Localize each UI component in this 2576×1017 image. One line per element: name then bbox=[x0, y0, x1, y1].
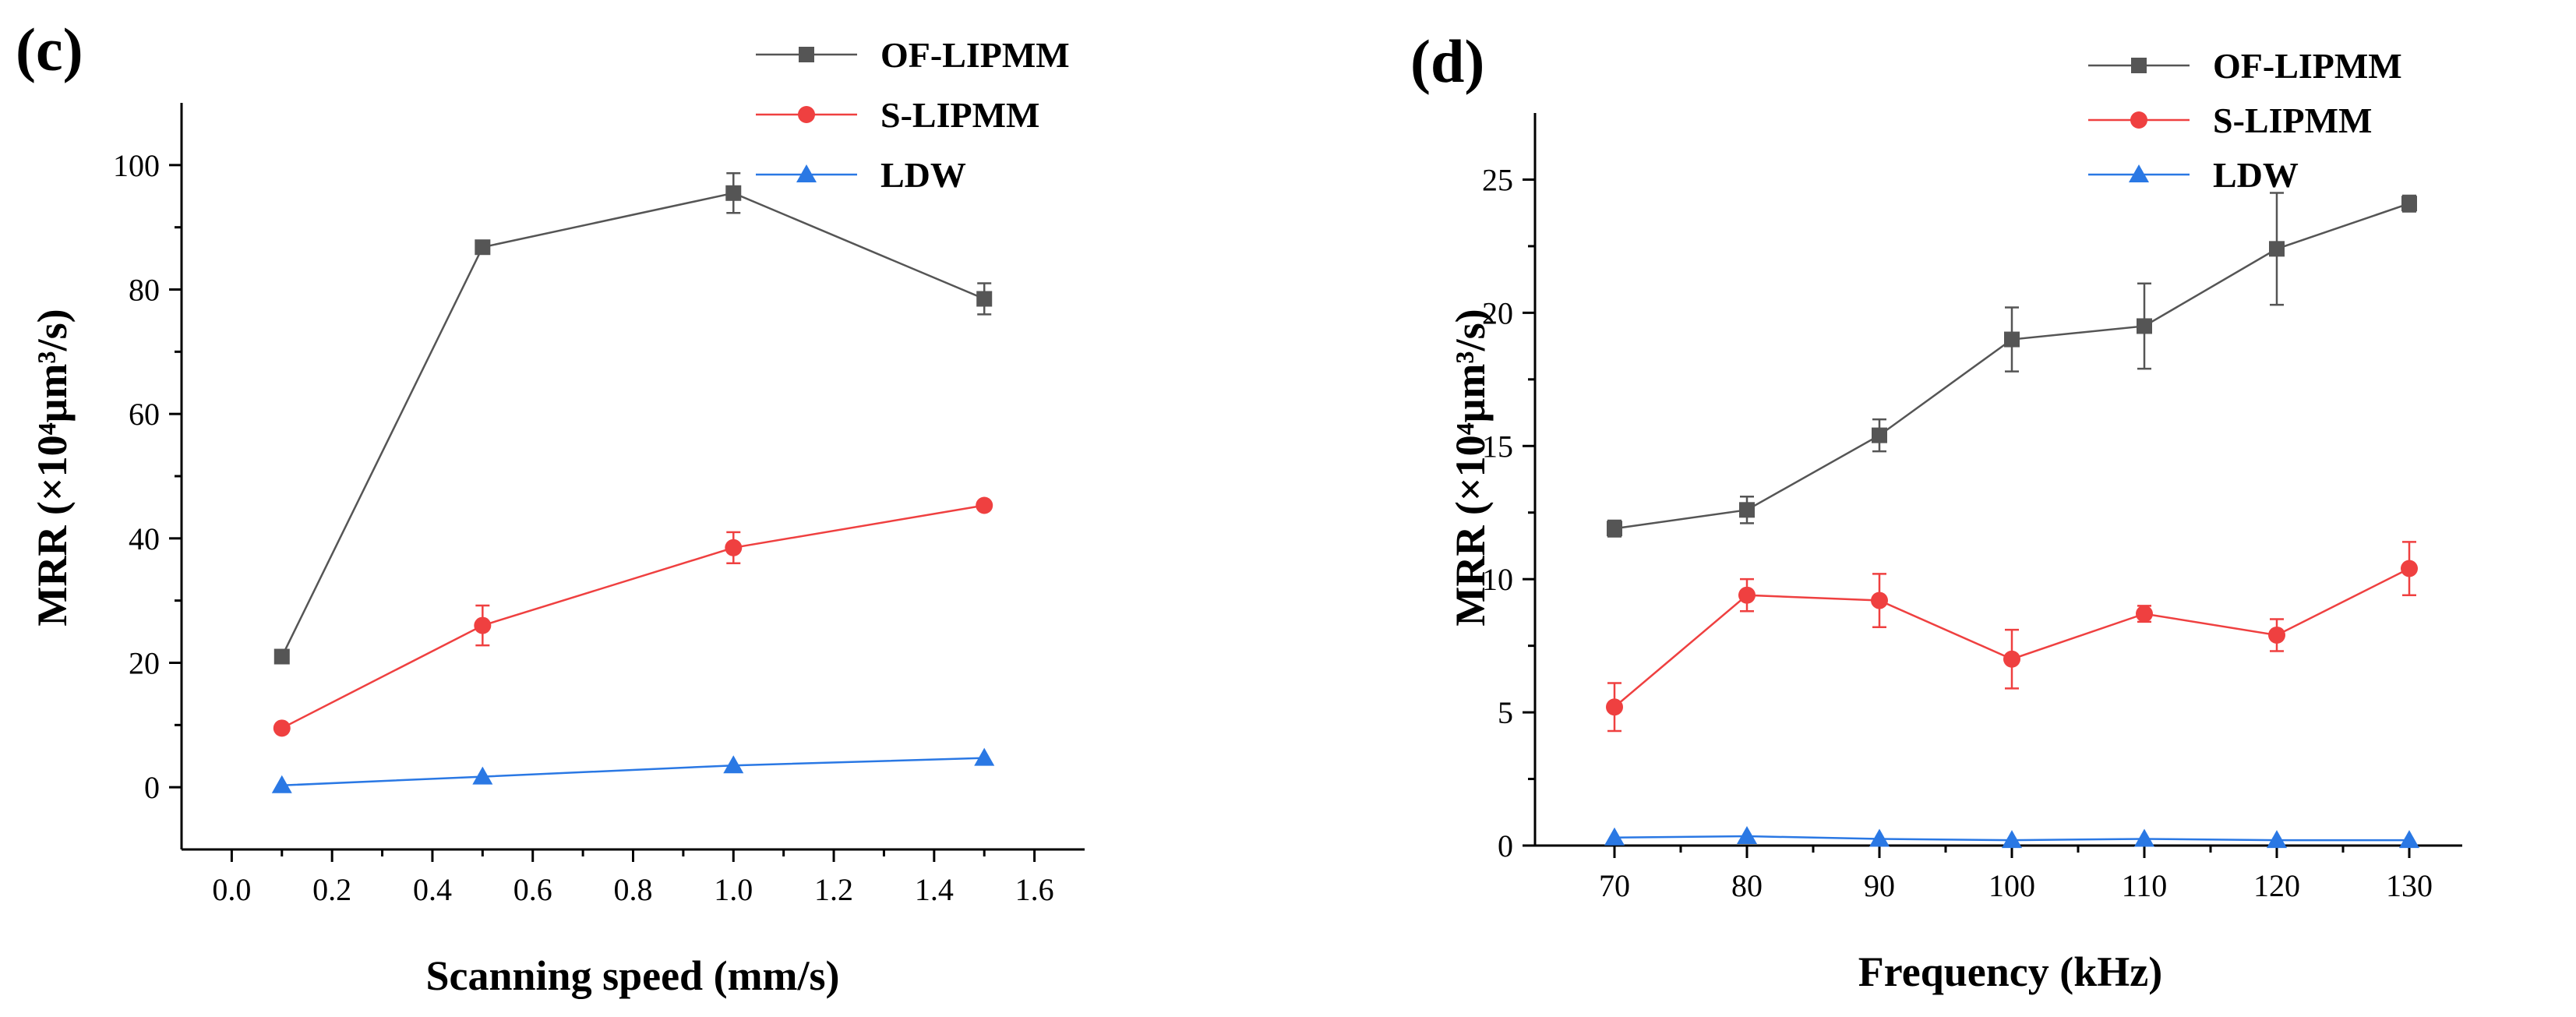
data-point bbox=[1871, 591, 1888, 609]
y-tick-label: 5 bbox=[1498, 695, 1513, 730]
legend-label: OF-LIPMM bbox=[2213, 46, 2402, 86]
y-tick-label: 0 bbox=[144, 770, 160, 805]
data-point bbox=[2003, 650, 2020, 668]
data-point bbox=[474, 616, 492, 634]
series-ldw bbox=[271, 747, 995, 793]
x-tick-label: 0.2 bbox=[312, 872, 351, 907]
x-tick-label: 110 bbox=[2122, 868, 2168, 903]
panel-label: (c) bbox=[16, 16, 83, 83]
data-point bbox=[271, 775, 292, 793]
x-tick-label: 1.6 bbox=[1015, 872, 1054, 907]
data-point bbox=[1604, 827, 1625, 846]
x-tick-label: 0.0 bbox=[212, 872, 251, 907]
x-tick-label: 1.0 bbox=[714, 872, 753, 907]
y-tick-label: 10 bbox=[1482, 562, 1513, 597]
x-tick-label: 1.4 bbox=[915, 872, 954, 907]
data-point bbox=[2268, 626, 2285, 644]
y-tick-label: 40 bbox=[129, 521, 160, 556]
x-tick-label: 0.8 bbox=[614, 872, 653, 907]
x-tick-label: 120 bbox=[2253, 868, 2300, 903]
y-tick-label: 0 bbox=[1498, 828, 1513, 863]
data-point bbox=[273, 648, 290, 665]
data-point bbox=[976, 496, 993, 514]
data-point bbox=[976, 291, 993, 307]
y-axis-title: MRR (×10⁴μm³/s) bbox=[1447, 309, 1494, 626]
data-point bbox=[2399, 830, 2419, 849]
series-s-lipmm bbox=[273, 496, 993, 737]
x-tick-label: 130 bbox=[2386, 868, 2433, 903]
data-point bbox=[723, 755, 744, 774]
series-of-lipmm bbox=[273, 171, 993, 665]
y-tick-label: 80 bbox=[129, 273, 160, 308]
y-tick-label: 20 bbox=[1482, 295, 1513, 330]
data-point bbox=[725, 185, 742, 201]
data-point bbox=[2004, 331, 2020, 348]
legend-label: LDW bbox=[880, 155, 966, 195]
x-axis-title: Scanning speed (mm/s) bbox=[425, 952, 839, 999]
data-point bbox=[2401, 560, 2418, 577]
legend-marker bbox=[2130, 111, 2147, 129]
data-point bbox=[2267, 830, 2287, 849]
panel-label: (d) bbox=[1410, 27, 1484, 95]
data-point bbox=[2137, 318, 2152, 334]
x-axis-title: Frequency (kHz) bbox=[1858, 948, 2162, 995]
panel-d: (d) 70 80 90 100 110 120 130 0 5 10 15 20 25 Frequency… bbox=[1410, 27, 2462, 995]
x-tick-label: 80 bbox=[1731, 868, 1763, 903]
data-point bbox=[2134, 828, 2154, 847]
y-axis-title: MRR (×10⁴μm³/s) bbox=[29, 309, 76, 626]
series-line bbox=[281, 192, 985, 658]
y-tick-label: 60 bbox=[129, 397, 160, 432]
series-ldw bbox=[1604, 826, 2419, 849]
x-tick-label: 70 bbox=[1599, 868, 1630, 903]
data-point bbox=[472, 766, 493, 785]
data-point bbox=[725, 539, 743, 556]
data-point bbox=[2401, 196, 2417, 212]
legend-marker bbox=[799, 47, 814, 62]
data-point bbox=[1738, 586, 1756, 604]
data-point bbox=[2002, 830, 2022, 849]
legend-marker bbox=[796, 164, 817, 182]
series-s-lipmm bbox=[1606, 541, 2418, 733]
series-of-lipmm bbox=[1607, 192, 2417, 538]
legend-label: S-LIPMM bbox=[880, 95, 1039, 135]
y-tick-label: 100 bbox=[113, 148, 160, 183]
data-point bbox=[1737, 826, 1757, 845]
x-tick-label: 1.2 bbox=[814, 872, 853, 907]
data-point bbox=[1872, 427, 1887, 443]
legend-label: S-LIPMM bbox=[2213, 101, 2372, 140]
y-tick-label: 15 bbox=[1482, 429, 1513, 464]
x-tick-label: 0.6 bbox=[513, 872, 552, 907]
data-point bbox=[2269, 241, 2285, 257]
y-tick-label: 25 bbox=[1482, 162, 1513, 197]
legend-marker bbox=[2129, 164, 2149, 182]
data-point bbox=[974, 747, 995, 766]
data-point bbox=[1869, 828, 1890, 847]
x-tick-label: 90 bbox=[1864, 868, 1895, 903]
x-tick-label: 100 bbox=[1988, 868, 2035, 903]
panel-c: (c) 0.0 0.2 0.4 0.6 0.8 1.0 1.2 1.4 1.6 0 20 40 60 80 1… bbox=[16, 16, 1085, 999]
series-line bbox=[281, 757, 985, 787]
data-point bbox=[1607, 521, 1622, 537]
x-tick-label: 0.4 bbox=[413, 872, 452, 907]
legend-label: OF-LIPMM bbox=[880, 35, 1070, 75]
data-point bbox=[1739, 502, 1755, 518]
data-point bbox=[475, 239, 491, 256]
data-point bbox=[273, 719, 291, 737]
legend-marker bbox=[798, 106, 815, 123]
legend-label: LDW bbox=[2213, 155, 2299, 195]
legend-marker bbox=[2131, 58, 2147, 73]
y-tick-label: 20 bbox=[129, 646, 160, 681]
data-point bbox=[1606, 698, 1623, 716]
series-line bbox=[281, 504, 985, 729]
data-point bbox=[2136, 605, 2153, 623]
